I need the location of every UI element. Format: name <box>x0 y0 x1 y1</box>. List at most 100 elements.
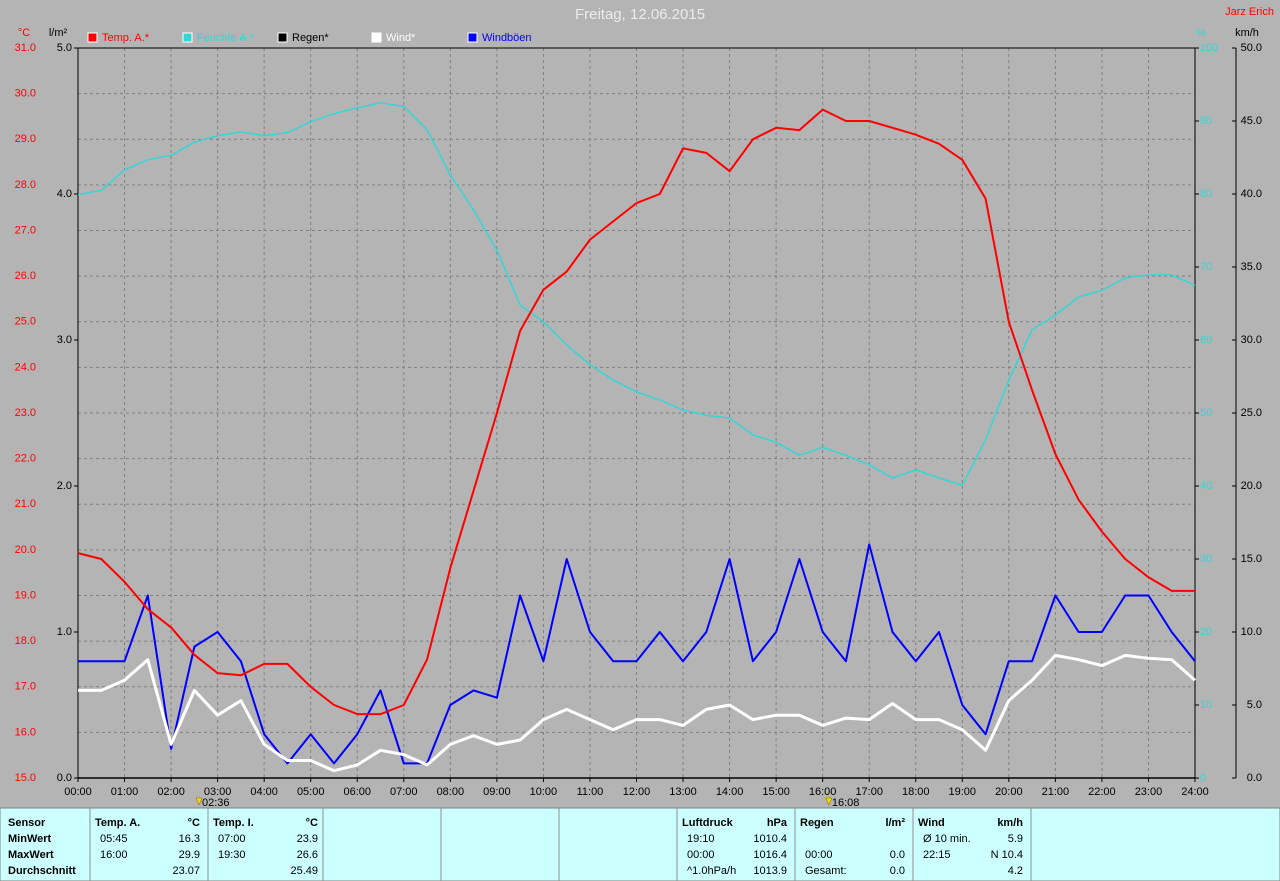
y-tick-label: 28.0 <box>15 179 36 191</box>
legend-label: Temp. A.* <box>102 32 150 44</box>
x-tick-label: 01:00 <box>111 786 139 798</box>
y-tick-label: 5.0 <box>57 42 72 54</box>
cell-value: N 10.4 <box>991 849 1023 861</box>
cell-value: 1016.4 <box>753 849 787 861</box>
x-tick-label: 17:00 <box>855 786 883 798</box>
y-tick-label: 24.0 <box>15 361 36 373</box>
y-tick-label: 25.0 <box>1241 407 1262 419</box>
y-tick-label: 17.0 <box>15 681 36 693</box>
row-label: MaxWert <box>8 849 54 861</box>
plot-area: 15.0 16.0 17.0 18.0 19.0 20.0 21.0 22.0 23.0 24.0… <box>15 32 1262 809</box>
x-tick-label: 09:00 <box>483 786 511 798</box>
x-tick-label: 08:00 <box>437 786 465 798</box>
panel-unit: °C <box>188 817 200 829</box>
panel-title: Luftdruck <box>682 817 734 829</box>
cell-value: 1010.4 <box>753 833 787 845</box>
cell-time: Ø 10 min. <box>923 833 971 845</box>
event-marker <box>195 797 203 806</box>
y-tick-label: 100 <box>1200 42 1218 54</box>
series-line <box>78 543 1196 765</box>
x-tick-label: 11:00 <box>577 786 604 798</box>
x-tick-label: 12:00 <box>623 786 651 798</box>
legend-label: Windböen <box>482 32 532 44</box>
row-label: MinWert <box>8 833 52 845</box>
cell-time: 19:10 <box>687 833 715 845</box>
y-tick-label: 20.0 <box>1241 480 1262 492</box>
panel-title: Temp. A. <box>95 817 140 829</box>
x-tick-label: 02:00 <box>157 786 185 798</box>
x-tick-label: 06:00 <box>343 786 371 798</box>
cell-time: 19:30 <box>218 849 246 861</box>
y-tick-label: 90 <box>1200 115 1212 127</box>
y-tick-label: 0.0 <box>1247 772 1262 784</box>
legend-swatch <box>371 32 382 43</box>
series-line <box>77 102 1196 487</box>
y-tick-label: 45.0 <box>1241 115 1262 127</box>
y-tick-label: 20 <box>1200 626 1212 638</box>
x-tick-label: 13:00 <box>669 786 697 798</box>
y-tick-label: 0.0 <box>57 772 72 784</box>
chart-title: Freitag, 12.06.2015 <box>575 6 705 23</box>
y-tick-label: 10 <box>1200 699 1212 711</box>
panel-title: Regen <box>800 817 834 829</box>
x-tick-label: 20:00 <box>995 786 1023 798</box>
cell-value: 4.2 <box>1008 865 1023 877</box>
legend-swatch <box>182 32 193 43</box>
x-tick-label: 04:00 <box>250 786 278 798</box>
cell-value: 26.6 <box>297 849 318 861</box>
row-label: Sensor <box>8 817 46 829</box>
series-line <box>78 653 1196 773</box>
y-tick-label: 0 <box>1200 772 1206 784</box>
cell-time: 00:00 <box>805 849 833 861</box>
legend-swatch <box>467 32 478 43</box>
y-tick-label: 29.0 <box>15 133 36 145</box>
cell-value: 5.9 <box>1008 833 1023 845</box>
panel-unit: °C <box>306 817 318 829</box>
y-tick-label: 31.0 <box>15 42 36 54</box>
y-tick-label: 18.0 <box>15 635 36 647</box>
y-tick-label: 30.0 <box>1241 334 1262 346</box>
panel-title: Temp. I. <box>213 817 254 829</box>
y-tick-label: 26.0 <box>15 270 36 282</box>
x-tick-label: 14:00 <box>716 786 744 798</box>
y-tick-label: 27.0 <box>15 224 36 236</box>
x-tick-label: 15:00 <box>762 786 790 798</box>
legend-swatch <box>87 32 98 43</box>
x-tick-label: 24:00 <box>1181 786 1209 798</box>
x-tick-label: 19:00 <box>949 786 977 798</box>
cell-value: 29.9 <box>179 849 200 861</box>
y-tick-label: 15.0 <box>1241 553 1262 565</box>
axis-unit: l/m² <box>49 27 68 39</box>
cell-time: Gesamt: <box>805 865 847 877</box>
stats-table: Sensor MinWert MaxWert Durchschnitt Temp. A.… <box>0 807 1280 881</box>
x-tick-label: 21:00 <box>1042 786 1070 798</box>
y-tick-label: 2.0 <box>57 480 72 492</box>
event-label: 02:36 <box>202 797 230 809</box>
author: Jarz Erich <box>1225 6 1274 18</box>
y-tick-label: 4.0 <box>57 188 72 200</box>
cell-value: 16.3 <box>179 833 200 845</box>
cell-value: 23.9 <box>297 833 318 845</box>
x-tick-label: 23:00 <box>1135 786 1163 798</box>
legend-label: Wind* <box>386 32 416 44</box>
legend-label: Feuchte A.* <box>197 32 255 44</box>
cell-time: ^1.0hPa/h <box>687 865 736 877</box>
cell-value: 0.0 <box>890 849 905 861</box>
table-dividers <box>89 808 1032 881</box>
axis-unit: km/h <box>1235 27 1259 39</box>
y-tick-label: 25.0 <box>15 316 36 328</box>
y-tick-label: 30.0 <box>15 88 36 100</box>
y-tick-label: 5.0 <box>1247 699 1262 711</box>
cell-time: 00:00 <box>687 849 715 861</box>
event-marker <box>825 797 833 806</box>
y-tick-label: 50 <box>1200 407 1212 419</box>
y-tick-label: 70 <box>1200 261 1212 273</box>
panel-unit: km/h <box>997 817 1023 829</box>
x-tick-label: 03:00 <box>204 786 232 798</box>
panel-unit: hPa <box>767 817 788 829</box>
y-tick-label: 16.0 <box>15 726 36 738</box>
y-tick-label: 1.0 <box>57 626 72 638</box>
panel-title: Wind <box>918 817 945 829</box>
y-tick-label: 22.0 <box>15 453 36 465</box>
y-tick-label: 23.0 <box>15 407 36 419</box>
